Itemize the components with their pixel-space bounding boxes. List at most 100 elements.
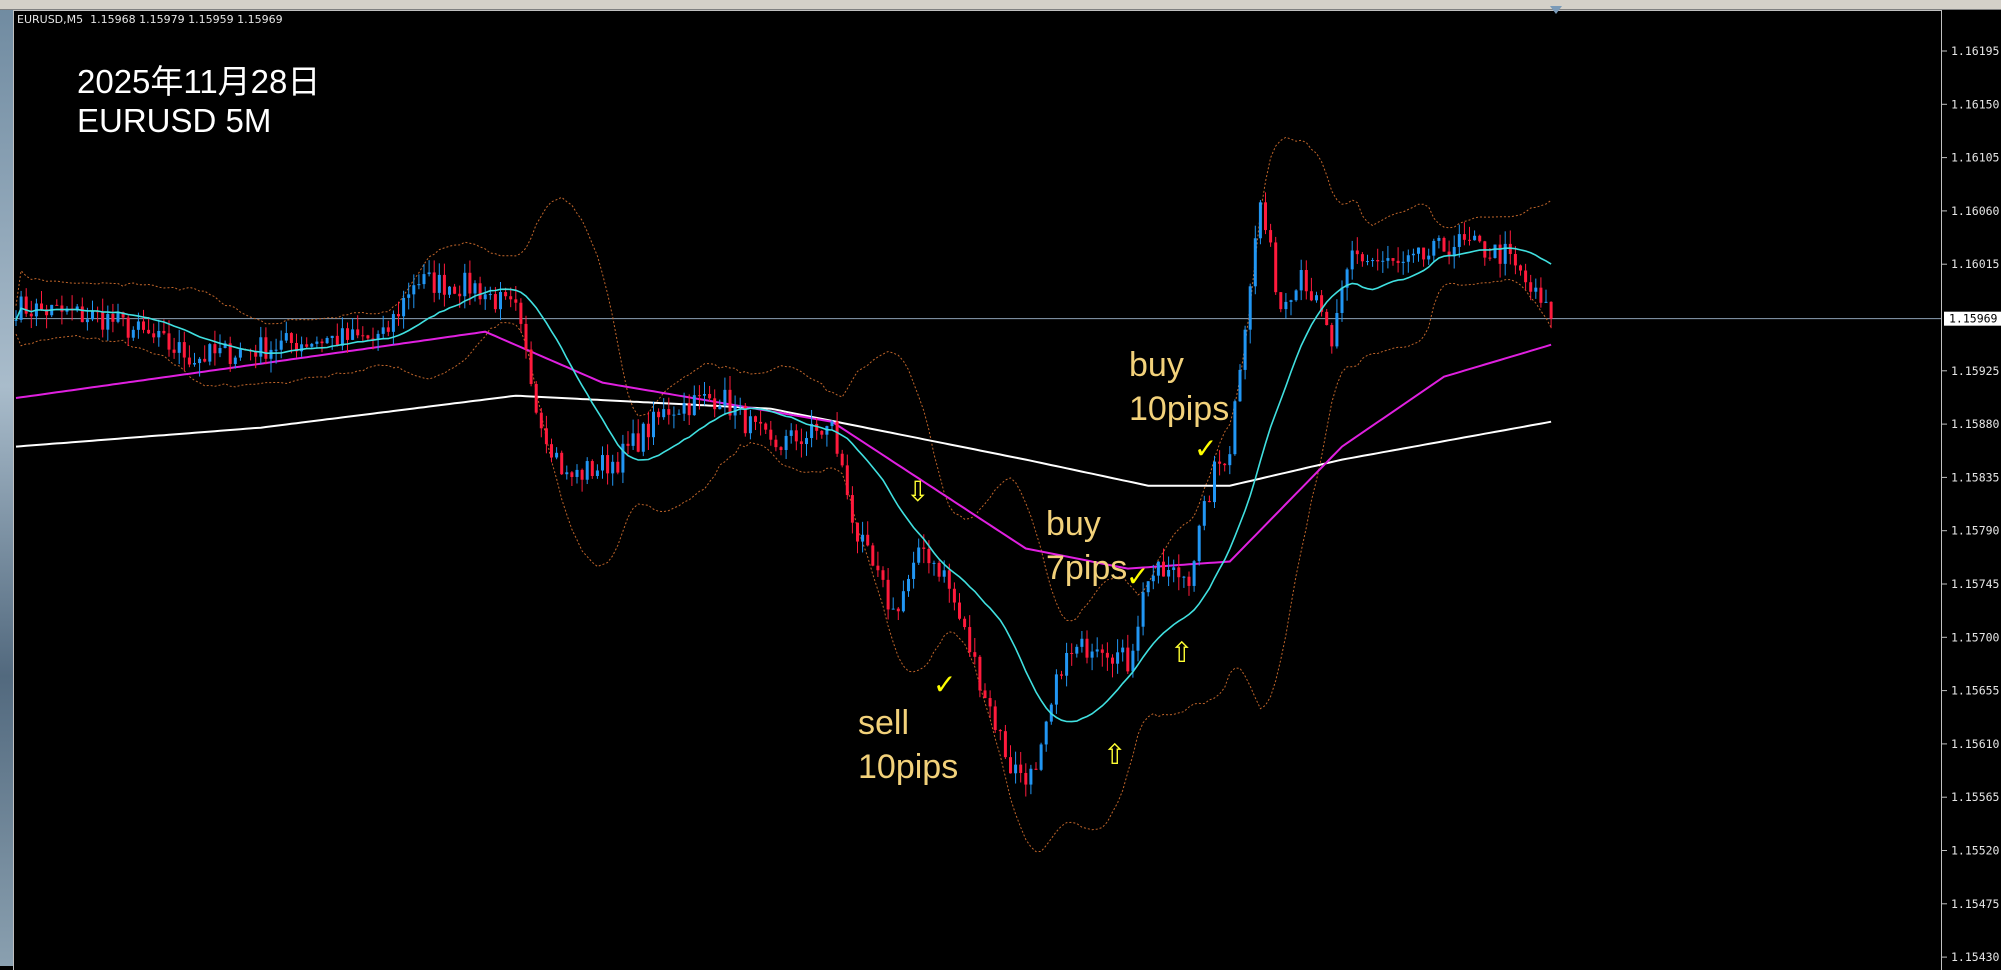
candle-body — [1024, 772, 1028, 785]
candle-body — [60, 305, 64, 312]
price-tick-label: 1.15655 — [1951, 684, 1999, 698]
candle-body — [677, 413, 681, 415]
candle-body — [769, 429, 773, 440]
candle-body — [1197, 525, 1201, 562]
candle-body — [330, 335, 334, 338]
candle-body — [1003, 731, 1007, 758]
candle-body — [1396, 260, 1400, 263]
chart-area[interactable] — [13, 10, 2001, 966]
price-tick-label: 1.16195 — [1951, 44, 1999, 58]
check-icon: ✓ — [1194, 432, 1218, 465]
candle-body — [830, 421, 834, 427]
candle-body — [519, 302, 523, 324]
candle-body — [1243, 329, 1247, 370]
candle-body — [442, 274, 446, 295]
candle-body — [937, 562, 941, 577]
candle-body — [386, 327, 390, 332]
candle-body — [1034, 768, 1038, 770]
candle-body — [1457, 234, 1461, 247]
candle-body — [1100, 649, 1104, 653]
candle-body — [1539, 287, 1543, 303]
candle-body — [1432, 240, 1436, 256]
candle-body — [228, 343, 232, 364]
candle-body — [1386, 258, 1390, 261]
candle-body — [958, 602, 961, 619]
price-tick-label: 1.15835 — [1951, 470, 1999, 484]
candle-body — [983, 690, 987, 699]
candle-body — [1014, 764, 1018, 774]
candle-body — [1294, 290, 1298, 301]
candle-body — [499, 291, 502, 310]
candle-body — [223, 343, 227, 349]
candle-body — [1493, 244, 1497, 258]
candle-body — [1019, 764, 1023, 773]
candle-body — [963, 618, 967, 628]
candle-body — [300, 344, 304, 352]
candle-body — [1060, 674, 1063, 676]
price-tick-label: 1.15790 — [1951, 524, 2000, 538]
candle-body — [754, 416, 757, 422]
candle-body — [504, 291, 508, 297]
candle-body — [453, 286, 457, 294]
candle-body — [1029, 768, 1033, 785]
price-tick-label: 1.16150 — [1951, 97, 2000, 111]
candle-body — [152, 333, 156, 338]
annotation-buy-7pips: buy 7pips — [1046, 502, 1127, 590]
candle-body — [478, 283, 482, 300]
candle-body — [1095, 649, 1099, 652]
candle-body — [1080, 638, 1084, 647]
candle-body — [162, 330, 166, 334]
candle-body — [922, 547, 926, 549]
candle-body — [1544, 301, 1548, 303]
candle-body — [1411, 253, 1415, 256]
candle-body — [748, 416, 752, 434]
candle-body — [361, 335, 365, 337]
candle-body — [1406, 255, 1410, 262]
candle-body — [238, 349, 242, 358]
candle-body — [407, 294, 411, 298]
candle-body — [1447, 251, 1451, 257]
price-tick-label: 1.15925 — [1951, 364, 1999, 378]
candle-body — [595, 470, 599, 477]
candle-body — [901, 591, 905, 612]
candle-body — [1427, 255, 1431, 260]
down-arrow-icon: ⇩ — [906, 475, 930, 508]
ma-short-line — [15, 247, 1552, 723]
candle-body — [488, 294, 492, 296]
candle-body — [544, 428, 548, 445]
candle-body — [1503, 243, 1507, 264]
annotation-buy-10pips: buy 10pips — [1129, 343, 1229, 431]
candle-body — [218, 348, 222, 354]
candle-body — [1442, 237, 1446, 252]
price-tick-label: 1.15745 — [1951, 577, 1999, 591]
candle-body — [55, 304, 59, 306]
price-tick-label: 1.16105 — [1951, 151, 1999, 165]
candle-body — [483, 294, 487, 300]
candle-body — [1376, 260, 1380, 262]
candle-body — [713, 398, 717, 410]
candle-body — [580, 469, 584, 480]
candle-body — [417, 284, 421, 286]
candle-body — [1437, 237, 1441, 241]
candle-body — [315, 341, 319, 344]
candle-body — [917, 547, 921, 563]
candle-body — [988, 698, 992, 707]
price-tick-label: 1.15520 — [1951, 844, 2000, 858]
candle-body — [646, 423, 650, 438]
candle-body — [759, 421, 763, 424]
up-arrow-icon: ⇧ — [1103, 738, 1127, 771]
chart-shift-marker[interactable] — [1550, 6, 1562, 14]
candle-body — [274, 349, 278, 351]
candle-body — [1366, 261, 1369, 263]
candle-body — [1315, 295, 1318, 301]
candle-body — [856, 522, 859, 542]
candle-body — [376, 333, 380, 339]
candle-body — [335, 335, 339, 346]
candle-body — [835, 421, 839, 454]
candle-body — [381, 327, 385, 334]
candle-body — [366, 335, 370, 339]
candle-body — [1065, 652, 1069, 676]
candle-body — [1289, 300, 1293, 302]
candle-body — [463, 272, 467, 297]
